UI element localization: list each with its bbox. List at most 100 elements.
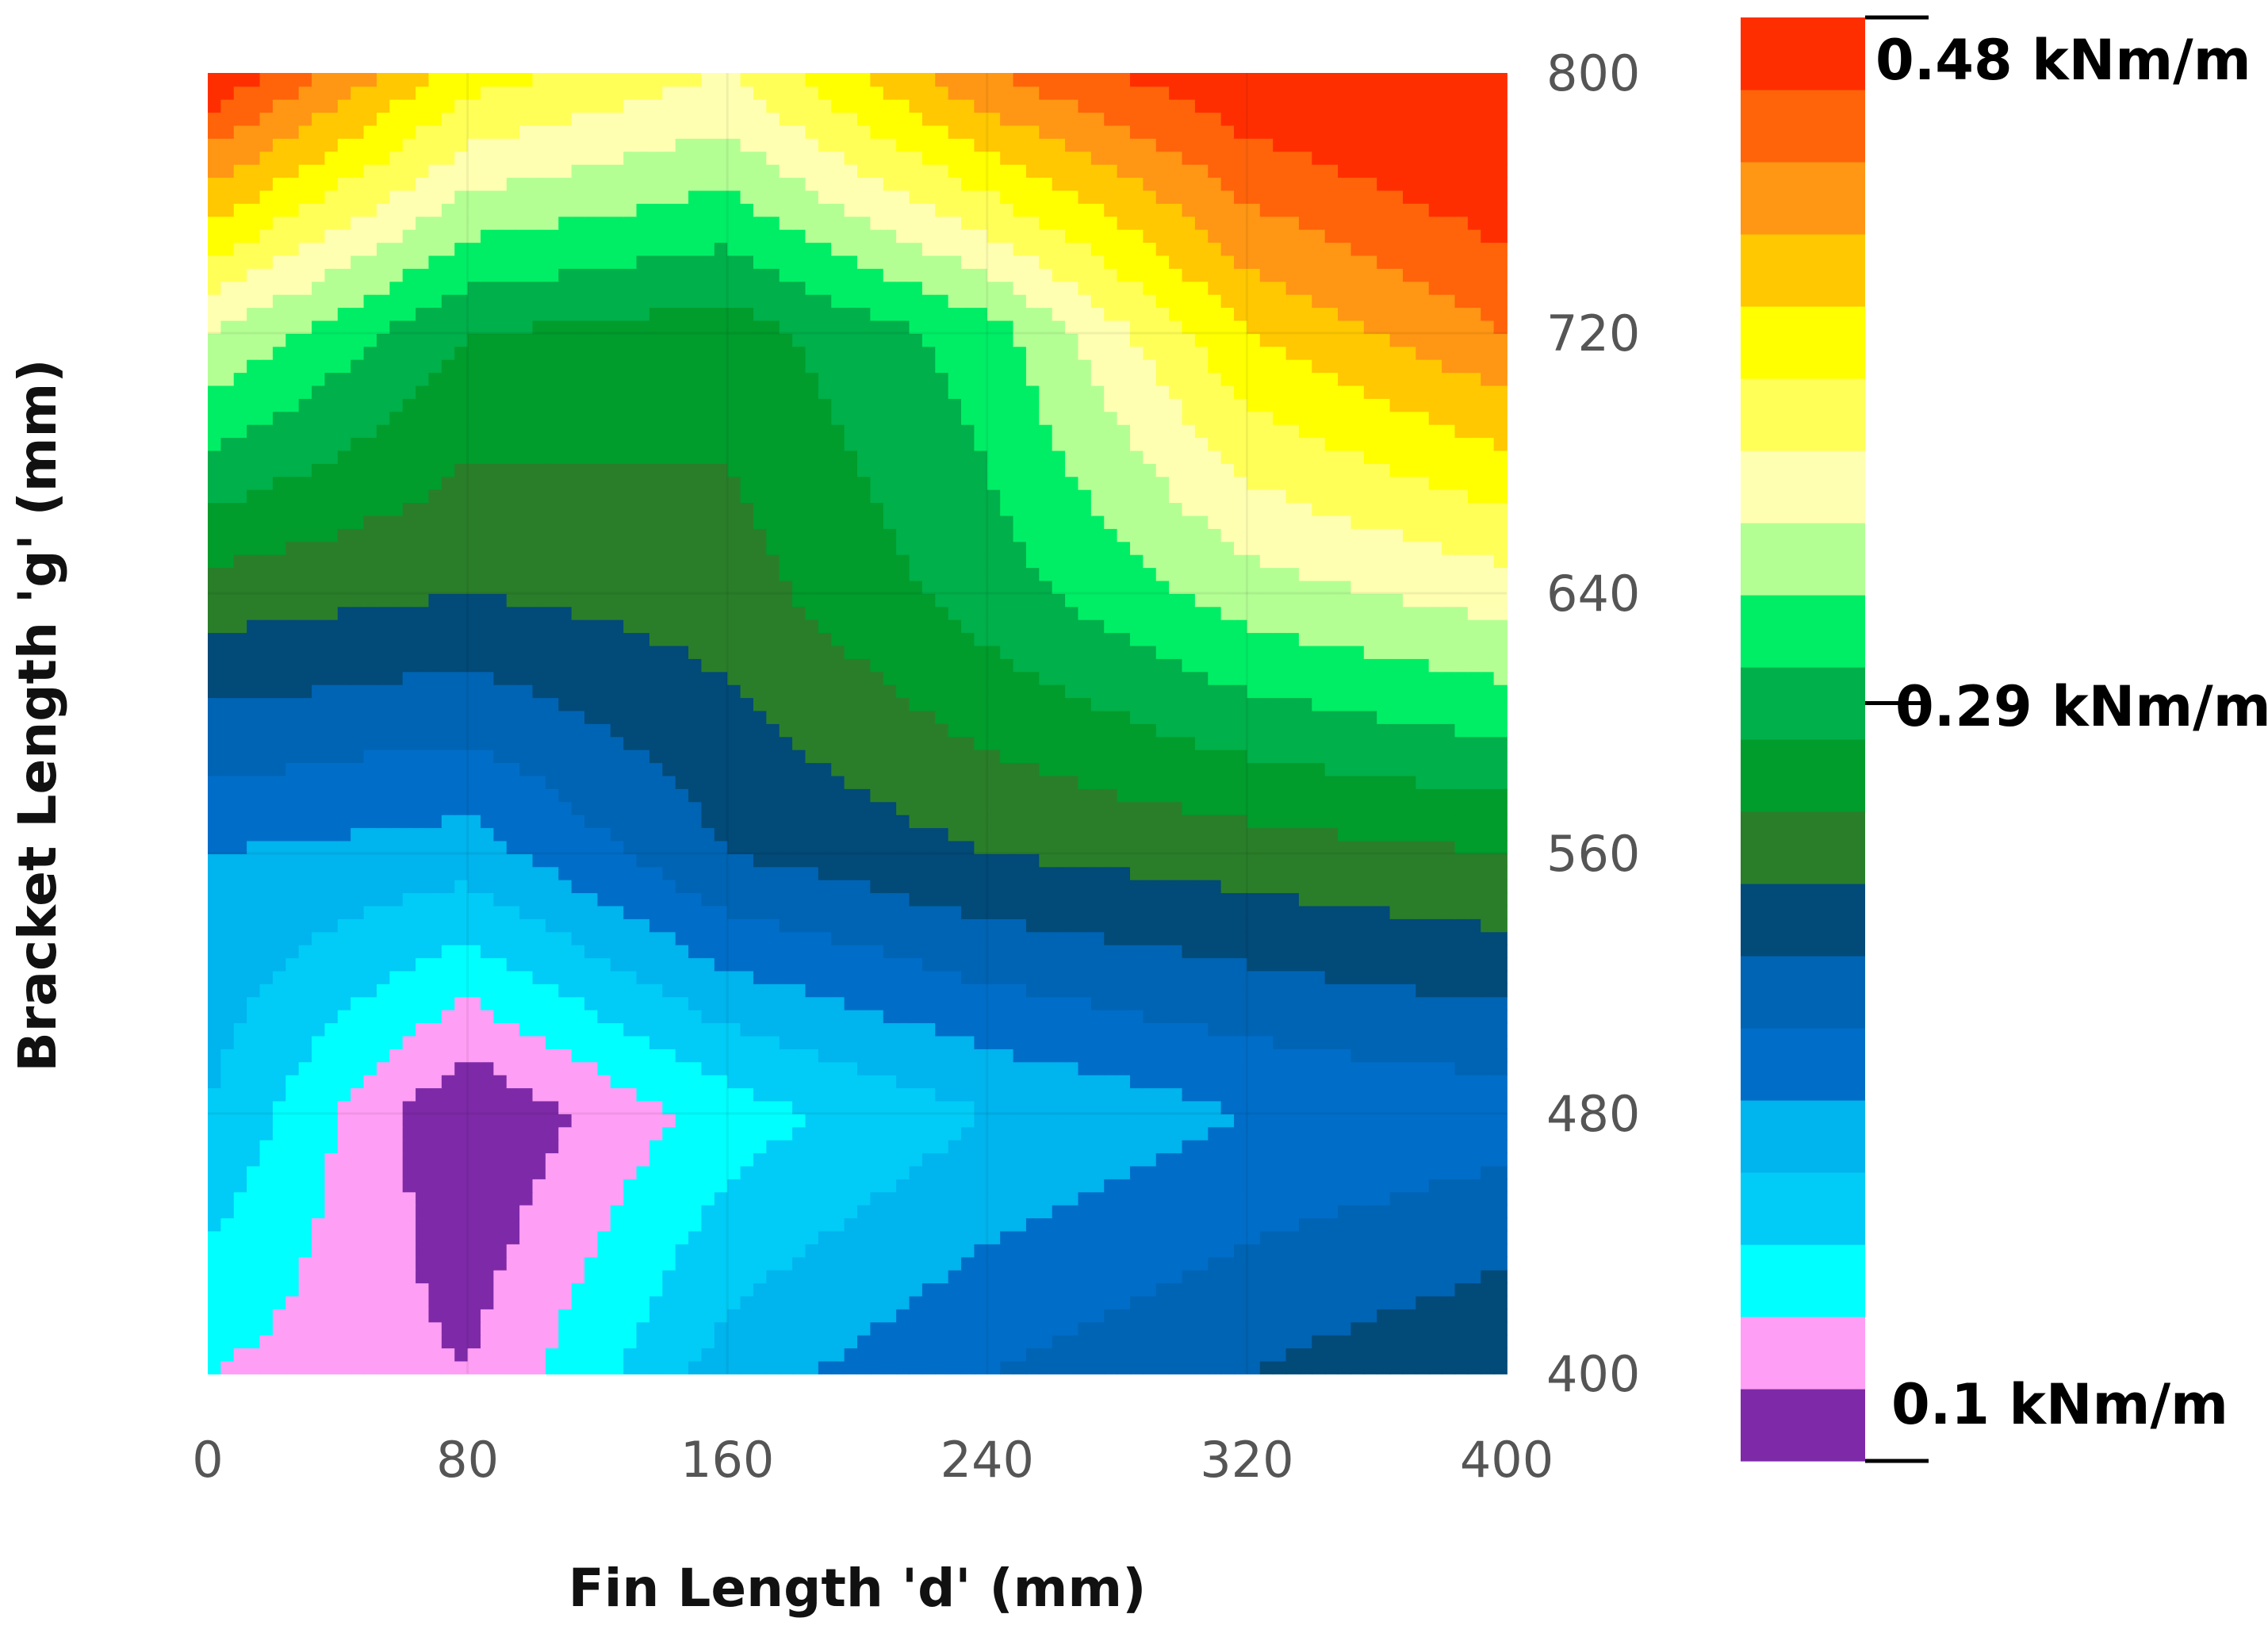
contour-cell: [909, 1126, 923, 1141]
contour-cell: [1377, 970, 1391, 984]
contour-cell: [376, 749, 391, 764]
contour-cell: [416, 801, 430, 815]
contour-cell: [779, 1244, 793, 1258]
contour-cell: [1078, 1126, 1092, 1141]
contour-cell: [416, 1348, 430, 1362]
contour-cell: [870, 1061, 884, 1075]
contour-cell: [1442, 1049, 1456, 1063]
contour-cell: [1402, 1244, 1417, 1258]
contour-cell: [883, 1191, 898, 1206]
contour-cell: [1208, 931, 1222, 945]
contour-cell: [1117, 1139, 1131, 1154]
contour-cell: [818, 762, 833, 776]
contour-cell: [623, 827, 638, 842]
contour-cell: [454, 1191, 469, 1206]
contour-cell: [649, 762, 664, 776]
contour-cell: [1025, 1114, 1040, 1128]
contour-cell: [1090, 1334, 1105, 1349]
contour-cell: [545, 1204, 560, 1219]
contour-cell: [1052, 1165, 1066, 1179]
contour-cell: [779, 944, 793, 959]
contour-cell: [259, 814, 274, 829]
contour-cell: [779, 1309, 793, 1323]
contour-cell: [753, 1035, 768, 1049]
contour-cell: [506, 1309, 521, 1323]
contour-cell: [688, 1269, 703, 1284]
contour-cell: [753, 970, 768, 984]
contour-cell: [974, 1152, 988, 1167]
contour-cell: [454, 996, 469, 1010]
contour-cell: [493, 1061, 508, 1075]
contour-cell: [402, 1217, 416, 1232]
contour-cell: [363, 1282, 377, 1297]
contour-cell: [1194, 1244, 1209, 1258]
contour-cell: [753, 892, 768, 907]
contour-cell: [1169, 749, 1183, 764]
contour-cell: [454, 1035, 469, 1049]
contour-cell: [792, 1087, 806, 1102]
contour-cell: [1259, 1179, 1274, 1193]
contour-cell: [727, 723, 741, 738]
contour-cell: [247, 1256, 261, 1271]
contour-cell: [506, 1230, 521, 1244]
contour-cell: [870, 1269, 884, 1284]
contour-cell: [467, 1204, 481, 1219]
contour-cell: [1298, 1348, 1313, 1362]
contour-cell: [831, 1126, 845, 1141]
contour-cell: [571, 1165, 585, 1179]
contour-cell: [298, 983, 312, 998]
contour-cell: [987, 749, 1002, 764]
contour-cell: [1129, 1061, 1144, 1075]
contour-cell: [1324, 1191, 1339, 1206]
contour-cell: [961, 736, 975, 750]
contour-cell: [1363, 827, 1378, 842]
contour-cell: [272, 775, 287, 789]
contour-cell: [649, 1114, 664, 1128]
contour-cell: [285, 801, 300, 815]
contour-cell: [870, 736, 884, 750]
contour-cell: [844, 1035, 858, 1049]
contour-cell: [571, 892, 585, 907]
contour-cell: [805, 1348, 819, 1362]
contour-cell: [1117, 827, 1131, 842]
contour-cell: [272, 1035, 287, 1049]
contour-cell: [584, 983, 599, 998]
contour-cell: [1129, 736, 1144, 750]
contour-cell: [662, 1334, 676, 1349]
contour-cell: [532, 1334, 546, 1349]
contour-cell: [1363, 749, 1378, 764]
contour-cell: [623, 775, 638, 789]
contour-cell: [857, 1100, 872, 1114]
contour-cell: [1078, 1165, 1092, 1179]
contour-cell: [909, 1009, 923, 1024]
contour-cell: [454, 1165, 469, 1179]
contour-cell: [1220, 1360, 1235, 1374]
contour-cell: [766, 1022, 780, 1037]
contour-cell: [324, 1204, 339, 1219]
contour-cell: [1052, 1244, 1066, 1258]
contour-cell: [441, 736, 456, 750]
contour-cell: [324, 1217, 339, 1232]
contour-cell: [1363, 1165, 1378, 1179]
contour-cell: [935, 1309, 949, 1323]
contour-cell: [818, 1244, 833, 1258]
contour-cell: [714, 1191, 729, 1206]
contour-cell: [1285, 996, 1300, 1010]
contour-cell: [454, 1282, 469, 1297]
contour-cell: [506, 1179, 521, 1193]
contour-cell: [428, 1244, 442, 1258]
contour-cell: [285, 866, 300, 880]
contour-cell: [1285, 1087, 1300, 1102]
contour-cell: [233, 866, 248, 880]
contour-cell: [1025, 1165, 1040, 1179]
contour-cell: [233, 879, 248, 894]
contour-cell: [921, 1074, 937, 1089]
contour-cell: [779, 970, 793, 984]
contour-cell: [1025, 1087, 1040, 1102]
contour-cell: [883, 1114, 898, 1128]
contour-cell: [883, 749, 898, 764]
contour-cell: [623, 1348, 638, 1362]
contour-cell: [506, 1321, 521, 1336]
contour-cell: [532, 1100, 546, 1114]
contour-cell: [909, 970, 923, 984]
